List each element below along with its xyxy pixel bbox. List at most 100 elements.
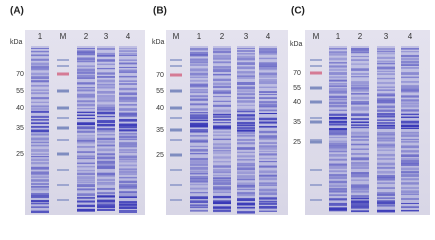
protein-band (351, 210, 369, 213)
protein-band (401, 105, 419, 108)
protein-band (213, 50, 231, 54)
protein-band (377, 175, 395, 179)
protein-band (77, 77, 95, 79)
protein-band (190, 103, 208, 106)
marker-band (170, 73, 182, 77)
protein-band (401, 54, 419, 58)
protein-band (259, 69, 277, 71)
protein-band (213, 113, 231, 116)
protein-band (119, 129, 137, 132)
protein-band (237, 73, 255, 75)
protein-band (237, 57, 255, 61)
protein-band (97, 107, 115, 110)
protein-band (329, 209, 347, 212)
marker-label: 70 (156, 72, 164, 79)
protein-band (351, 52, 369, 54)
protein-band (77, 122, 95, 126)
protein-band (119, 59, 137, 61)
protein-band (190, 152, 208, 155)
protein-band (190, 98, 208, 101)
protein-band (259, 121, 277, 124)
protein-band (237, 151, 255, 153)
protein-band (77, 204, 95, 208)
protein-band (190, 68, 208, 72)
protein-band (213, 100, 231, 102)
protein-band (77, 96, 95, 99)
protein-band (31, 202, 49, 205)
protein-band (31, 133, 49, 136)
protein-band (213, 177, 231, 180)
protein-band (190, 210, 208, 212)
protein-band (119, 71, 137, 74)
protein-band (237, 82, 255, 85)
protein-band (97, 153, 115, 156)
protein-band (213, 104, 231, 107)
marker-label: 40 (293, 99, 301, 106)
protein-band (190, 166, 208, 170)
protein-band (259, 101, 277, 104)
protein-band (97, 79, 115, 83)
marker-band (170, 169, 182, 171)
protein-band (401, 99, 419, 102)
protein-band (351, 68, 369, 71)
protein-band (377, 162, 395, 166)
gel-panel: (B) kDa M 1 2 3 4 70 55 40 35 25 (152, 6, 288, 215)
protein-band (329, 54, 347, 56)
protein-band (77, 100, 95, 103)
protein-band (77, 89, 95, 92)
protein-band (119, 196, 137, 198)
protein-band (351, 148, 369, 150)
protein-band (213, 57, 231, 60)
protein-band (97, 160, 115, 164)
protein-band (119, 69, 137, 72)
protein-band (259, 135, 277, 138)
protein-band (190, 61, 208, 64)
protein-band (401, 113, 419, 116)
protein-band (190, 200, 208, 204)
protein-band (237, 104, 255, 106)
protein-band (31, 76, 49, 80)
protein-band (351, 81, 369, 85)
protein-band (119, 126, 137, 129)
protein-band (329, 176, 347, 180)
protein-band (401, 120, 419, 124)
protein-band (377, 139, 395, 142)
protein-band (119, 104, 137, 106)
protein-band (237, 66, 255, 70)
protein-band (351, 84, 369, 87)
protein-band (329, 163, 347, 166)
protein-band (329, 57, 347, 61)
protein-band (351, 63, 369, 65)
protein-band (401, 163, 419, 166)
marker-band (310, 59, 322, 61)
protein-band (77, 48, 95, 50)
protein-band (259, 210, 277, 212)
marker-band (57, 126, 69, 130)
protein-band (237, 71, 255, 73)
protein-band (97, 83, 115, 86)
protein-band (377, 170, 395, 174)
marker-band (310, 117, 322, 119)
protein-band (31, 144, 49, 147)
protein-band (259, 113, 277, 115)
protein-band (259, 184, 277, 186)
protein-band (31, 107, 49, 111)
protein-band (77, 157, 95, 160)
protein-band (237, 124, 255, 127)
protein-band (329, 98, 347, 101)
protein-band (77, 172, 95, 176)
protein-band (213, 191, 231, 193)
protein-band (119, 142, 137, 146)
lane-label: 3 (244, 32, 249, 41)
protein-band (119, 52, 137, 56)
protein-band (190, 89, 208, 91)
protein-band (329, 170, 347, 173)
protein-band (119, 62, 137, 65)
protein-band (329, 190, 347, 193)
protein-band (190, 64, 208, 66)
protein-band (329, 145, 347, 148)
protein-band (31, 62, 49, 66)
protein-band (213, 209, 231, 213)
protein-band (97, 91, 115, 94)
protein-band (213, 146, 231, 149)
